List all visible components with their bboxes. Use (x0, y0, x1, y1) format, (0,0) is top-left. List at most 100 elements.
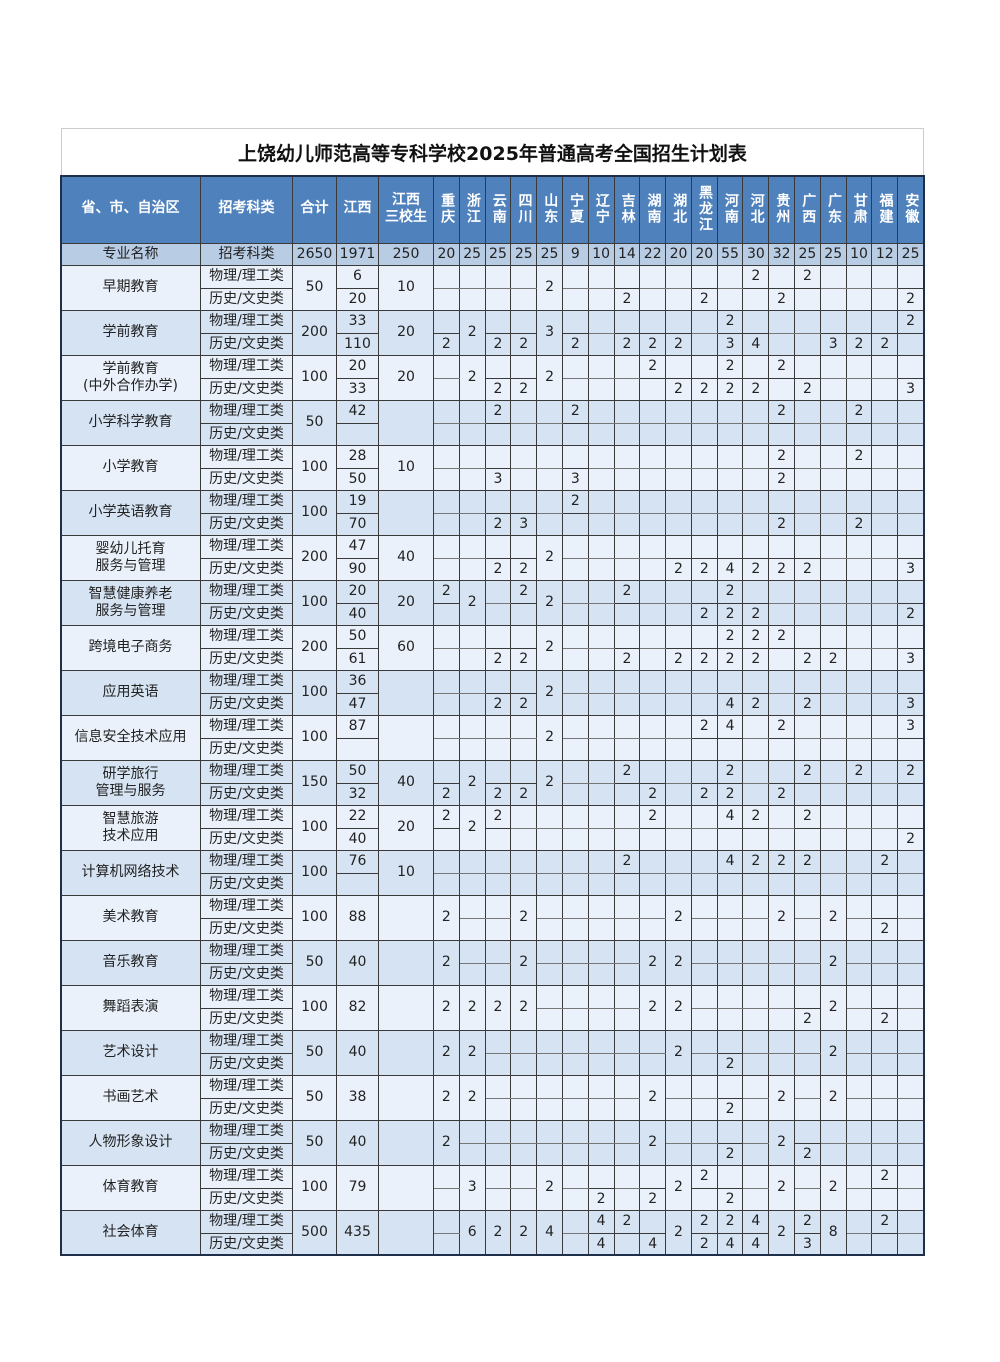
empty-cell (846, 783, 873, 806)
plan-number: 2 (666, 896, 692, 941)
plan-number: 3 (795, 1233, 821, 1256)
empty-cell (872, 896, 899, 919)
divider (820, 783, 847, 784)
divider (769, 333, 796, 334)
plan-number: 8 (820, 1211, 847, 1256)
divider (820, 513, 847, 514)
plan-number: 2 (537, 671, 563, 716)
province-header: 四川 (511, 175, 538, 244)
divider (872, 378, 899, 379)
divider (562, 648, 589, 649)
empty-cell (485, 626, 512, 649)
plan-number: 2 (640, 1076, 667, 1121)
divider (743, 918, 770, 919)
divider (511, 1098, 538, 1099)
subject-label: 历史/文史类 (201, 333, 293, 356)
plan-number: 2 (666, 648, 692, 671)
plan-number: 6 (337, 266, 379, 289)
plan-number: 20 (379, 311, 434, 356)
plan-number: 2 (511, 693, 538, 716)
major-name: 人物形象设计 (61, 1121, 201, 1166)
summary-cell: 9 (562, 244, 589, 266)
empty-cell (717, 1121, 744, 1144)
plan-number: 2 (795, 266, 821, 289)
plan-number: 50 (337, 761, 379, 784)
province-header: 河南 (717, 175, 744, 244)
plan-number: 2 (640, 986, 667, 1031)
divider (743, 423, 770, 424)
plan-number: 4 (717, 558, 744, 581)
divider (769, 693, 796, 694)
plan-number: 2 (459, 986, 486, 1031)
subject-label: 历史/文史类 (201, 1098, 293, 1121)
empty-cell (872, 1233, 899, 1256)
divider (743, 513, 770, 514)
divider (588, 963, 615, 964)
empty-cell (769, 873, 796, 896)
plan-number: 2 (717, 1053, 744, 1076)
plan-total: 100 (293, 806, 337, 851)
plan-number: 2 (769, 1076, 796, 1121)
plan-number: 2 (717, 1098, 744, 1121)
plan-number: 2 (691, 648, 718, 671)
empty-cell (898, 626, 924, 649)
divider (588, 558, 615, 559)
divider (588, 423, 615, 424)
subject-label: 历史/文史类 (201, 873, 293, 896)
major-name: 婴幼儿托育 服务与管理 (61, 536, 201, 581)
plan-number: 3 (537, 311, 563, 356)
empty-cell (485, 536, 512, 559)
plan-number: 2 (769, 558, 796, 581)
plan-number: 2 (666, 1166, 692, 1211)
plan-number: 70 (337, 513, 379, 536)
subject-label: 历史/文史类 (201, 648, 293, 671)
divider (459, 288, 486, 289)
plan-number: 2 (537, 356, 563, 401)
plan-number: 2 (691, 558, 718, 581)
plan-number: 2 (459, 806, 486, 851)
divider (485, 1143, 512, 1144)
plan-number: 2 (666, 558, 692, 581)
summary-cell: 55 (717, 244, 744, 266)
divider (459, 648, 486, 649)
plan-number: 4 (717, 716, 744, 739)
plan-total: 100 (293, 671, 337, 716)
plan-number: 2 (717, 761, 744, 784)
empty-cell (898, 333, 924, 356)
plan-number: 4 (588, 1211, 615, 1234)
plan-number: 2 (743, 626, 770, 649)
empty-cell (872, 986, 899, 1009)
divider (434, 873, 460, 874)
plan-number: 2 (666, 941, 692, 986)
empty-cell (743, 671, 770, 694)
divider (872, 1143, 899, 1144)
major-name: 计算机网络技术 (61, 851, 201, 896)
empty-cell (379, 896, 434, 941)
empty-cell (434, 311, 460, 334)
subject-label: 历史/文史类 (201, 693, 293, 716)
divider (434, 378, 460, 379)
divider (588, 288, 615, 289)
divider (640, 1053, 667, 1054)
empty-cell (337, 873, 379, 896)
divider (537, 1008, 563, 1009)
plan-number: 38 (337, 1076, 379, 1121)
divider (511, 288, 538, 289)
divider (537, 513, 563, 514)
divider (614, 1188, 641, 1189)
divider (485, 873, 512, 874)
divider (537, 828, 563, 829)
divider (898, 1008, 924, 1009)
plan-number: 2 (537, 581, 563, 626)
plan-number: 2 (666, 1031, 692, 1076)
plan-number: 2 (485, 1211, 512, 1256)
plan-number: 2 (872, 1211, 899, 1234)
major-name: 信息安全技术应用 (61, 716, 201, 761)
plan-number: 40 (337, 1121, 379, 1166)
divider (459, 558, 486, 559)
subject-label: 物理/理工类 (201, 1211, 293, 1234)
plan-number: 2 (511, 648, 538, 671)
summary-cell: 10 (588, 244, 615, 266)
divider (846, 1143, 873, 1144)
empty-cell (485, 423, 512, 446)
